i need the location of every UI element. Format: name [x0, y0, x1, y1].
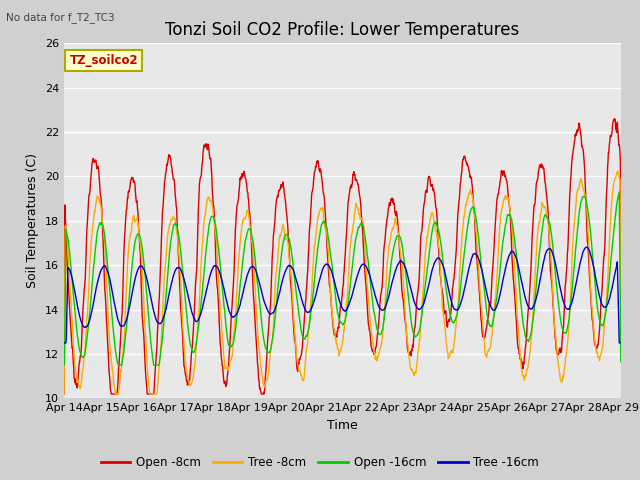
Text: TZ_soilco2: TZ_soilco2: [70, 54, 138, 67]
Line: Open -16cm: Open -16cm: [64, 192, 621, 365]
X-axis label: Time: Time: [327, 419, 358, 432]
Legend: Open -8cm, Tree -8cm, Open -16cm, Tree -16cm: Open -8cm, Tree -8cm, Open -16cm, Tree -…: [96, 452, 544, 474]
Tree -16cm: [184, 292, 191, 298]
Tree -8cm: [60, 391, 68, 397]
Tree -8cm: [246, 225, 254, 231]
Tree -8cm: [551, 325, 559, 331]
Open -16cm: [170, 222, 178, 228]
Line: Tree -8cm: Tree -8cm: [64, 171, 621, 394]
Tree -16cm: [617, 340, 625, 346]
Open -8cm: [502, 173, 509, 179]
Open -16cm: [502, 222, 509, 228]
Tree -8cm: [617, 324, 625, 329]
Open -16cm: [184, 324, 191, 329]
Open -16cm: [246, 226, 254, 232]
Open -8cm: [184, 381, 191, 386]
Open -16cm: [551, 263, 559, 269]
Tree -16cm: [246, 265, 254, 271]
Tree -16cm: [60, 340, 68, 346]
Open -8cm: [617, 278, 625, 284]
Open -8cm: [246, 217, 254, 223]
Open -8cm: [60, 391, 68, 397]
Line: Tree -16cm: Tree -16cm: [64, 247, 621, 343]
Tree -8cm: [614, 168, 621, 174]
Open -8cm: [551, 325, 559, 331]
Open -16cm: [429, 225, 436, 231]
Tree -8cm: [502, 192, 509, 198]
Tree -16cm: [429, 265, 436, 271]
Tree -8cm: [429, 211, 436, 217]
Open -8cm: [611, 116, 618, 121]
Title: Tonzi Soil CO2 Profile: Lower Temperatures: Tonzi Soil CO2 Profile: Lower Temperatur…: [165, 21, 520, 39]
Tree -8cm: [184, 374, 191, 380]
Y-axis label: Soil Temperatures (C): Soil Temperatures (C): [26, 153, 39, 288]
Text: No data for f_T2_TC3: No data for f_T2_TC3: [6, 12, 115, 23]
Tree -16cm: [170, 270, 178, 276]
Line: Open -8cm: Open -8cm: [64, 119, 621, 394]
Open -16cm: [616, 189, 623, 195]
Tree -16cm: [502, 265, 509, 271]
Tree -8cm: [170, 215, 178, 221]
Open -16cm: [617, 359, 625, 365]
Open -8cm: [170, 177, 178, 182]
Tree -16cm: [551, 257, 559, 263]
Open -16cm: [60, 362, 68, 368]
Open -8cm: [429, 186, 436, 192]
Tree -16cm: [582, 244, 590, 250]
